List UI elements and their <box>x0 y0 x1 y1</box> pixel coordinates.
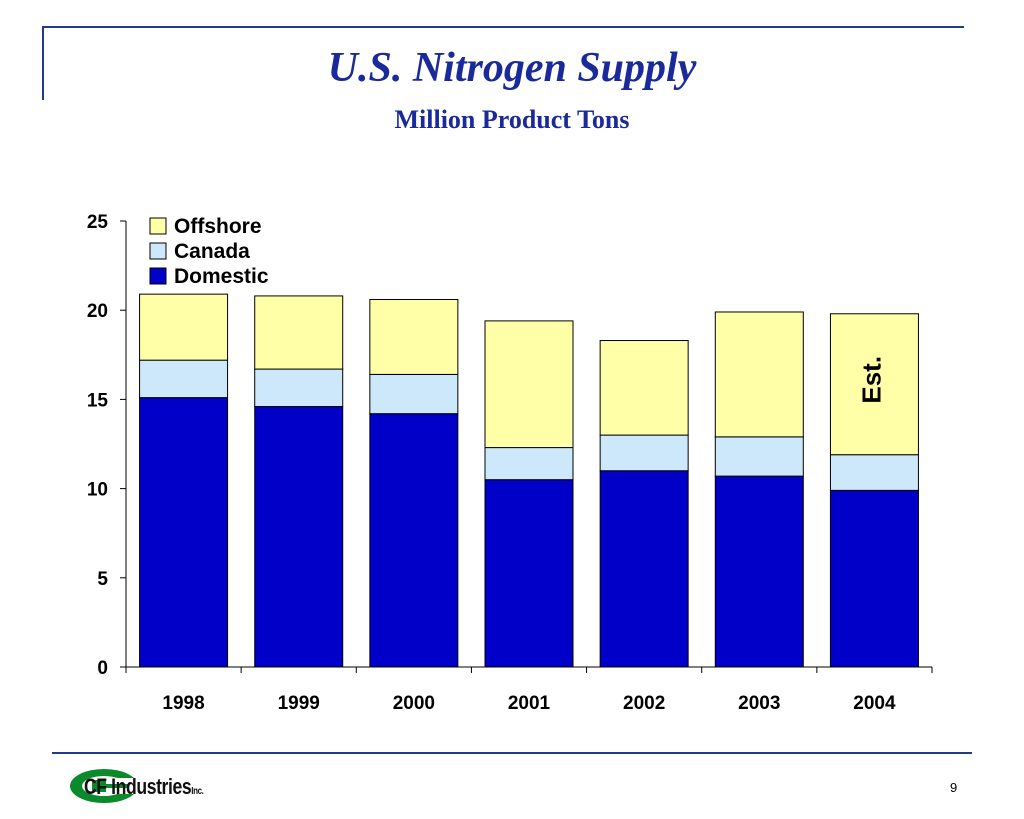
legend-swatch-offshore <box>149 217 167 235</box>
estimate-annotation: Est. <box>856 356 886 404</box>
logo-wordmark: CF IndustriesInc. <box>84 774 204 800</box>
y-tick-label: 25 <box>87 212 109 233</box>
y-tick-label: 20 <box>87 301 108 322</box>
y-tick-label: 0 <box>97 658 108 679</box>
bar-domestic-2000 <box>369 413 459 668</box>
logo-text: CF Industries <box>84 774 192 799</box>
legend-label-domestic: Domestic <box>174 265 269 288</box>
y-tick-label: 10 <box>87 480 108 501</box>
bar-domestic-2004 <box>829 489 919 668</box>
logo-suffix: Inc. <box>191 786 204 797</box>
bar-domestic-2001 <box>484 479 574 668</box>
y-tick-label: 5 <box>97 569 108 590</box>
bar-domestic-2002 <box>599 470 689 668</box>
bar-canada-1998 <box>139 359 229 399</box>
frame-top-rule <box>42 26 964 28</box>
bar-offshore-2002 <box>599 340 689 436</box>
legend-label-canada: Canada <box>174 240 250 263</box>
x-tick-label: 2001 <box>508 693 551 714</box>
bar-canada-2004 <box>829 454 919 491</box>
bar-canada-1999 <box>254 368 344 408</box>
bar-domestic-1999 <box>254 406 344 668</box>
x-tick-label: 2002 <box>623 693 665 714</box>
frame-left-rule <box>42 26 44 100</box>
bar-offshore-2003 <box>714 311 804 438</box>
x-tick-label: 2000 <box>393 693 435 714</box>
y-tick-label: 15 <box>87 390 109 411</box>
slide-title: U.S. Nitrogen Supply <box>327 45 697 91</box>
x-tick-label: 2004 <box>853 693 896 714</box>
legend-swatch-canada <box>149 242 167 260</box>
bar-offshore-1998 <box>139 293 229 361</box>
bar-domestic-1998 <box>139 397 229 668</box>
footer-rule <box>52 752 972 754</box>
bar-canada-2003 <box>714 436 804 477</box>
slide-subtitle: Million Product Tons <box>394 105 630 134</box>
bar-canada-2000 <box>369 373 459 415</box>
stacked-bar-chart: 0 5 10 15 20 25 1998 1999 2000 2001 2002 2003 2004 Es… <box>87 212 933 714</box>
legend-swatch-domestic <box>149 267 167 285</box>
bar-offshore-1999 <box>254 295 344 370</box>
page-number: 9 <box>950 780 958 795</box>
x-tick-label: 2003 <box>738 693 780 714</box>
x-tick-label: 1999 <box>278 693 320 714</box>
bar-canada-2001 <box>484 447 574 481</box>
legend-label-offshore: Offshore <box>174 215 262 238</box>
bar-offshore-2004 <box>829 313 919 456</box>
x-tick-label: 1998 <box>162 693 204 714</box>
bar-offshore-2001 <box>484 320 574 449</box>
bar-canada-2002 <box>599 434 689 472</box>
bar-offshore-2000 <box>369 298 459 375</box>
bar-domestic-2003 <box>714 475 804 668</box>
cf-logo-icon <box>70 769 142 803</box>
